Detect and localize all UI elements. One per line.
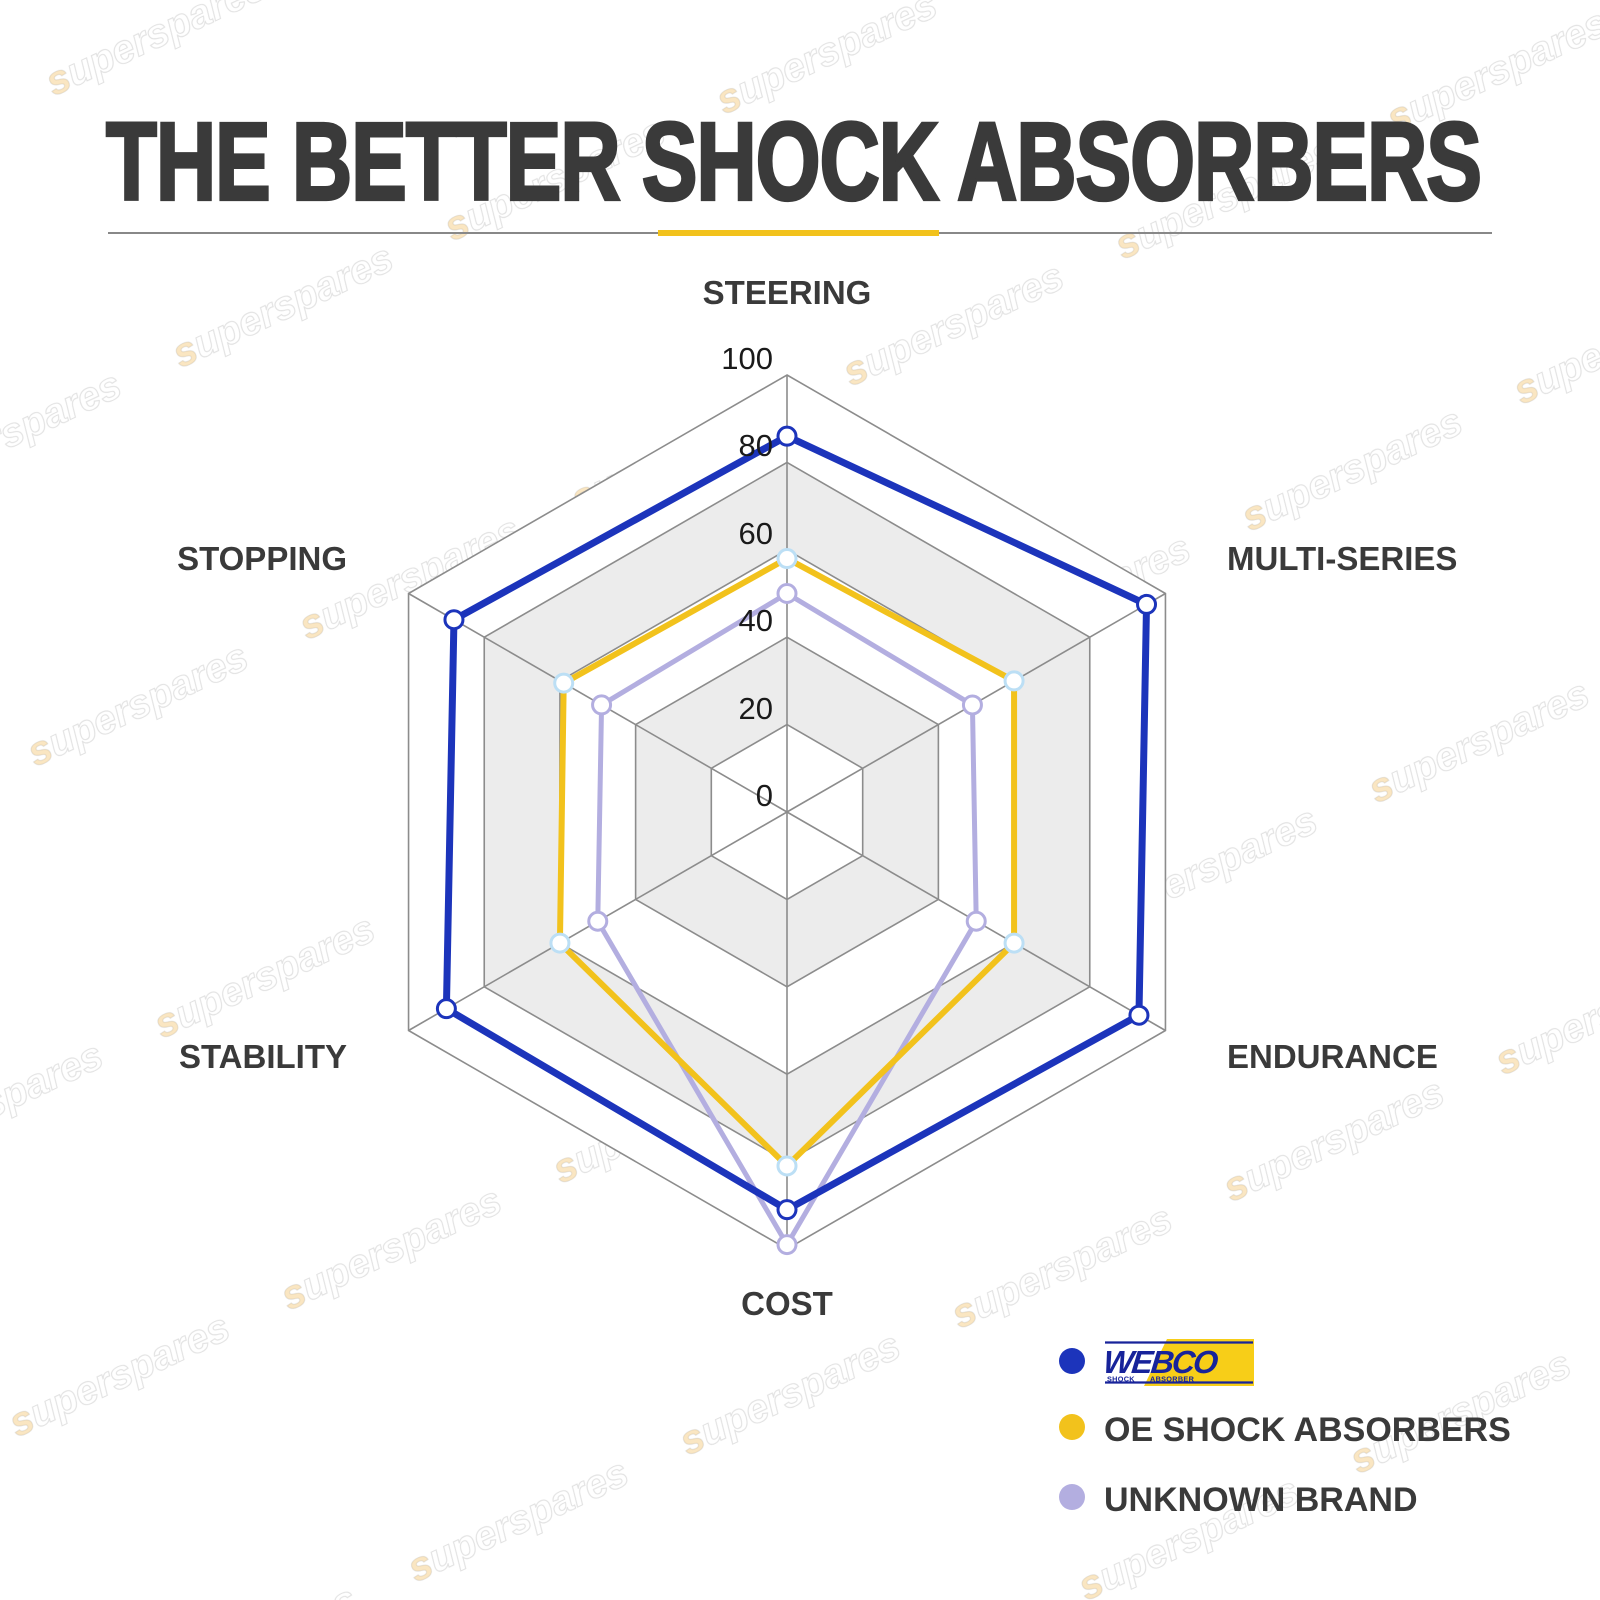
svg-text:ABSORBER: ABSORBER xyxy=(1150,1375,1195,1384)
svg-text:SHOCK: SHOCK xyxy=(1107,1375,1135,1384)
